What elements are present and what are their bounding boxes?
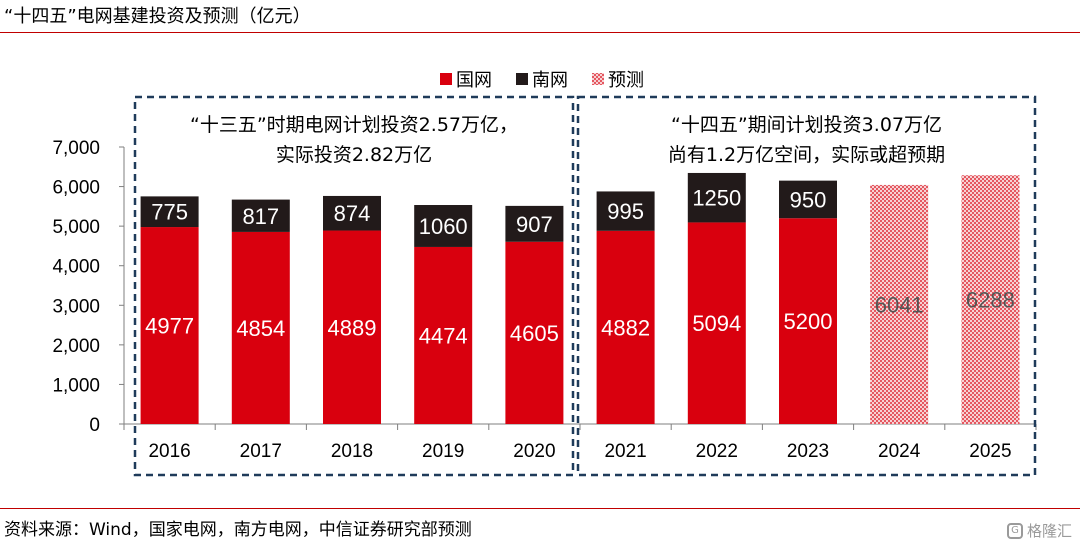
watermark-logo-icon: G	[1006, 522, 1023, 539]
data-label-nanwang: 775	[151, 200, 188, 225]
data-label-forecast: 6041	[875, 292, 924, 317]
x-tick-label: 2016	[148, 441, 190, 462]
legend-swatch	[440, 73, 452, 85]
y-tick-label: 5,000	[52, 217, 100, 238]
x-tick-label: 2017	[240, 441, 282, 462]
bar-nanwang	[140, 196, 199, 228]
y-tick-label: 4,000	[52, 257, 100, 278]
annotation-text: 尚有1.2万亿空间，实际或超预期	[668, 144, 945, 166]
y-tick-label: 3,000	[52, 296, 100, 317]
watermark-text: 格隆汇	[1026, 522, 1072, 540]
bar-nanwang	[231, 199, 290, 232]
annotation-box	[576, 95, 1037, 477]
bar-guowang	[140, 227, 199, 424]
bar-nanwang	[323, 195, 381, 231]
source-note: 资料来源：Wind，国家电网，南方电网，中信证券研究部预测	[4, 520, 472, 540]
legend-swatch	[592, 73, 604, 85]
x-tick-label: 2019	[422, 441, 464, 462]
bar-forecast	[870, 184, 929, 424]
data-label-guowang: 5200	[784, 309, 833, 334]
annotation-box	[133, 95, 575, 477]
bar-nanwang	[596, 191, 655, 231]
bar-nanwang	[779, 180, 837, 219]
data-label-guowang: 4882	[601, 315, 650, 340]
data-label-guowang: 4605	[510, 321, 559, 346]
data-label-nanwang: 995	[607, 199, 644, 224]
data-label-guowang: 4854	[236, 316, 285, 341]
footer-rule	[0, 508, 1080, 509]
bar-guowang	[779, 218, 837, 424]
data-label-guowang: 4977	[145, 314, 194, 339]
annotation-text: “十三五”时期电网计划投资2.57万亿，	[190, 114, 518, 136]
legend-label: 国网	[456, 70, 492, 91]
legend-label: 南网	[532, 70, 568, 91]
bar-nanwang	[687, 172, 746, 223]
bar-forecast	[961, 175, 1020, 424]
y-tick-label: 7,000	[52, 138, 100, 159]
bar-nanwang	[505, 205, 564, 242]
bar-guowang	[505, 241, 564, 424]
data-label-nanwang: 1060	[419, 214, 468, 239]
y-tick-label: 1,000	[52, 375, 100, 396]
legend-label: 预测	[608, 70, 644, 91]
annotation-text: 实际投资2.82万亿	[276, 144, 432, 166]
data-label-guowang: 5094	[692, 311, 741, 336]
bar-guowang	[231, 231, 290, 424]
x-tick-label: 2022	[696, 441, 738, 462]
bar-guowang	[414, 246, 473, 424]
x-tick-label: 2021	[604, 441, 646, 462]
data-label-nanwang: 817	[242, 204, 279, 229]
annotation-text: “十四五”期间计划投资3.07万亿	[671, 114, 942, 136]
x-tick-label: 2018	[331, 441, 373, 462]
y-tick-label: 0	[89, 415, 100, 436]
y-tick-label: 6,000	[52, 178, 100, 199]
bar-nanwang	[414, 205, 473, 247]
x-tick-label: 2025	[969, 441, 1011, 462]
data-label-forecast: 6288	[966, 288, 1015, 313]
x-tick-label: 2024	[878, 441, 921, 462]
data-label-nanwang: 907	[516, 212, 553, 237]
data-label-nanwang: 1250	[692, 186, 741, 211]
data-label-guowang: 4889	[328, 315, 377, 340]
watermark: G 格隆汇	[1006, 520, 1072, 541]
data-label-guowang: 4474	[419, 323, 468, 348]
data-label-nanwang: 874	[334, 201, 371, 226]
bar-guowang	[323, 230, 381, 424]
y-tick-label: 2,000	[52, 336, 100, 357]
bar-guowang	[687, 222, 746, 424]
data-label-nanwang: 950	[790, 187, 827, 212]
x-tick-label: 2020	[513, 441, 555, 462]
title-rule	[0, 32, 1080, 33]
bar-guowang	[596, 230, 655, 424]
page-title: “十四五”电网基建投资及预测（亿元）	[4, 6, 311, 27]
x-tick-label: 2023	[787, 441, 829, 462]
legend-swatch	[516, 73, 528, 85]
